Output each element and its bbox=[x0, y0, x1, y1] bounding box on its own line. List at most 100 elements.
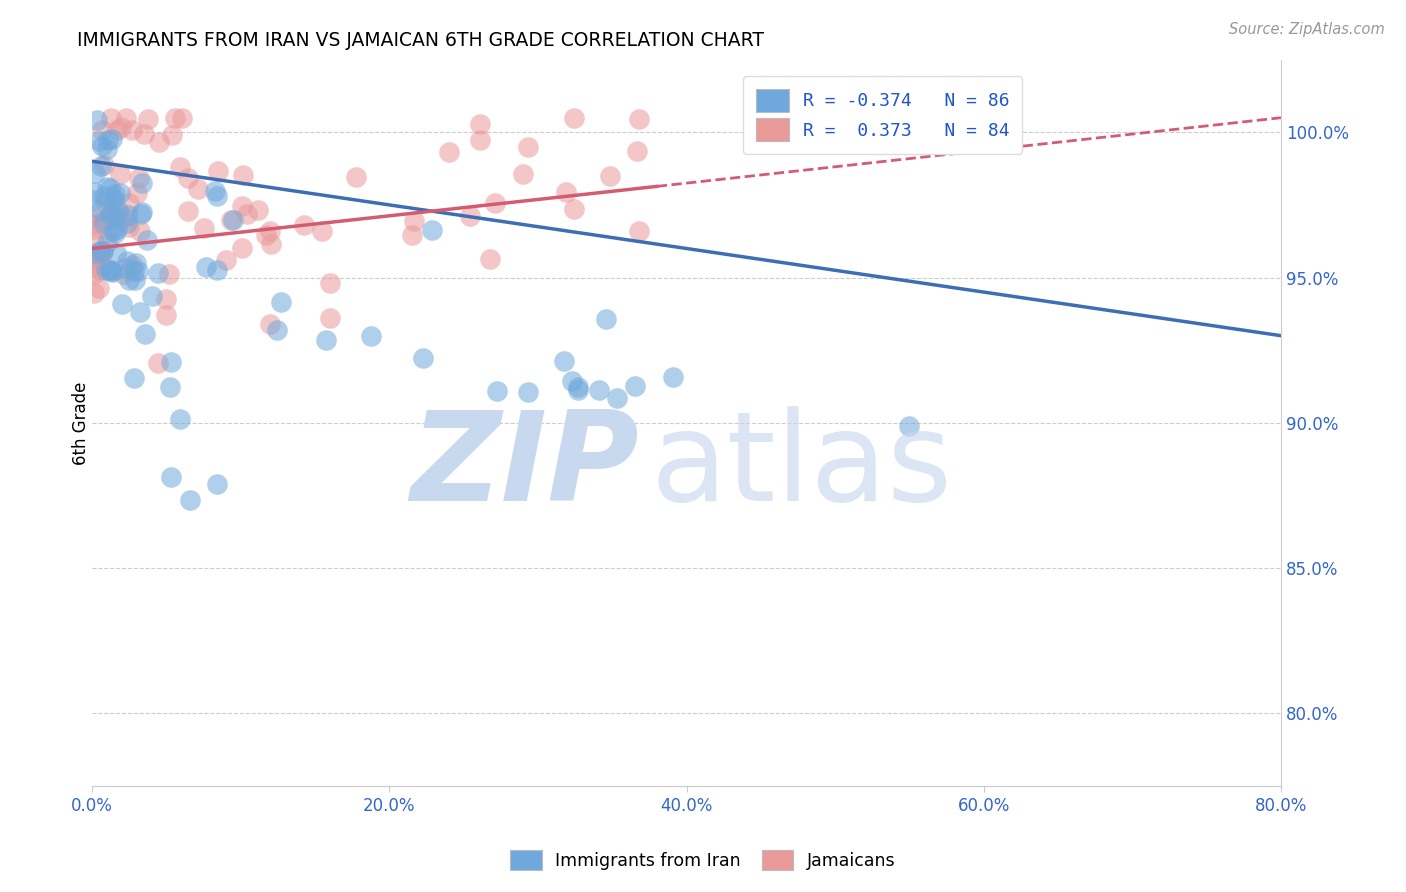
Point bbox=[360, 328, 382, 343]
Point bbox=[83, 186, 105, 200]
Point bbox=[108, 167, 131, 181]
Point bbox=[169, 411, 191, 425]
Point bbox=[101, 191, 124, 205]
Point bbox=[628, 223, 651, 237]
Point bbox=[93, 212, 115, 227]
Point bbox=[484, 196, 506, 211]
Point bbox=[91, 216, 114, 230]
Point bbox=[104, 227, 127, 241]
Point bbox=[122, 370, 145, 384]
Point bbox=[98, 180, 121, 194]
Point bbox=[101, 131, 124, 145]
Point bbox=[89, 251, 111, 265]
Point bbox=[83, 193, 105, 207]
Point bbox=[561, 374, 583, 388]
Point bbox=[118, 195, 141, 210]
Point bbox=[148, 136, 170, 150]
Point bbox=[146, 266, 169, 280]
Point bbox=[98, 211, 121, 226]
Point bbox=[157, 267, 180, 281]
Point bbox=[231, 198, 253, 212]
Point bbox=[111, 297, 134, 311]
Point bbox=[105, 123, 128, 137]
Point bbox=[103, 193, 125, 207]
Point bbox=[115, 216, 138, 230]
Point bbox=[486, 384, 509, 399]
Point bbox=[562, 202, 585, 217]
Point bbox=[259, 224, 281, 238]
Point bbox=[172, 111, 194, 125]
Point bbox=[136, 233, 159, 247]
Point bbox=[105, 245, 128, 260]
Point bbox=[100, 111, 122, 125]
Point bbox=[315, 333, 337, 347]
Point bbox=[231, 241, 253, 255]
Point bbox=[437, 145, 460, 160]
Point bbox=[169, 160, 191, 174]
Point bbox=[207, 188, 229, 202]
Point bbox=[91, 244, 114, 259]
Point bbox=[232, 168, 254, 182]
Point bbox=[626, 144, 648, 158]
Point bbox=[129, 224, 152, 238]
Point bbox=[129, 305, 152, 319]
Point bbox=[96, 142, 118, 156]
Point bbox=[91, 139, 114, 153]
Point bbox=[83, 267, 105, 281]
Point bbox=[108, 186, 131, 200]
Point bbox=[98, 207, 121, 221]
Point bbox=[468, 116, 491, 130]
Point bbox=[127, 264, 149, 278]
Point bbox=[458, 209, 481, 223]
Point bbox=[661, 370, 683, 384]
Text: Source: ZipAtlas.com: Source: ZipAtlas.com bbox=[1229, 22, 1385, 37]
Point bbox=[254, 227, 277, 242]
Point bbox=[87, 244, 110, 259]
Point bbox=[87, 134, 110, 148]
Point bbox=[83, 211, 105, 226]
Point bbox=[89, 202, 111, 217]
Point bbox=[131, 204, 153, 219]
Point bbox=[624, 378, 647, 392]
Text: atlas: atlas bbox=[651, 406, 953, 527]
Point bbox=[93, 189, 115, 203]
Point bbox=[554, 185, 576, 199]
Point bbox=[420, 223, 443, 237]
Point bbox=[179, 493, 201, 508]
Point bbox=[121, 258, 143, 272]
Point bbox=[259, 317, 281, 331]
Point bbox=[93, 157, 115, 171]
Point bbox=[588, 384, 610, 398]
Point bbox=[96, 235, 118, 250]
Point bbox=[404, 213, 426, 227]
Point bbox=[134, 327, 156, 342]
Point bbox=[270, 294, 292, 309]
Point bbox=[215, 252, 238, 267]
Point bbox=[159, 355, 181, 369]
Point bbox=[91, 123, 114, 137]
Point bbox=[107, 202, 129, 217]
Point bbox=[115, 111, 138, 125]
Point bbox=[177, 170, 200, 185]
Point bbox=[83, 165, 105, 179]
Point bbox=[606, 391, 628, 405]
Point bbox=[512, 167, 534, 181]
Point bbox=[222, 213, 245, 227]
Point bbox=[246, 203, 269, 218]
Point bbox=[96, 262, 118, 277]
Point bbox=[193, 221, 215, 235]
Point bbox=[98, 263, 121, 277]
Point bbox=[83, 217, 105, 231]
Point bbox=[114, 261, 136, 276]
Point bbox=[134, 128, 156, 142]
Point bbox=[83, 221, 105, 235]
Point bbox=[125, 256, 148, 270]
Point bbox=[187, 182, 209, 196]
Point bbox=[159, 380, 181, 394]
Point bbox=[83, 247, 105, 261]
Point bbox=[100, 206, 122, 220]
Point bbox=[105, 211, 128, 225]
Point bbox=[115, 254, 138, 268]
Point bbox=[517, 140, 540, 154]
Point bbox=[89, 263, 111, 277]
